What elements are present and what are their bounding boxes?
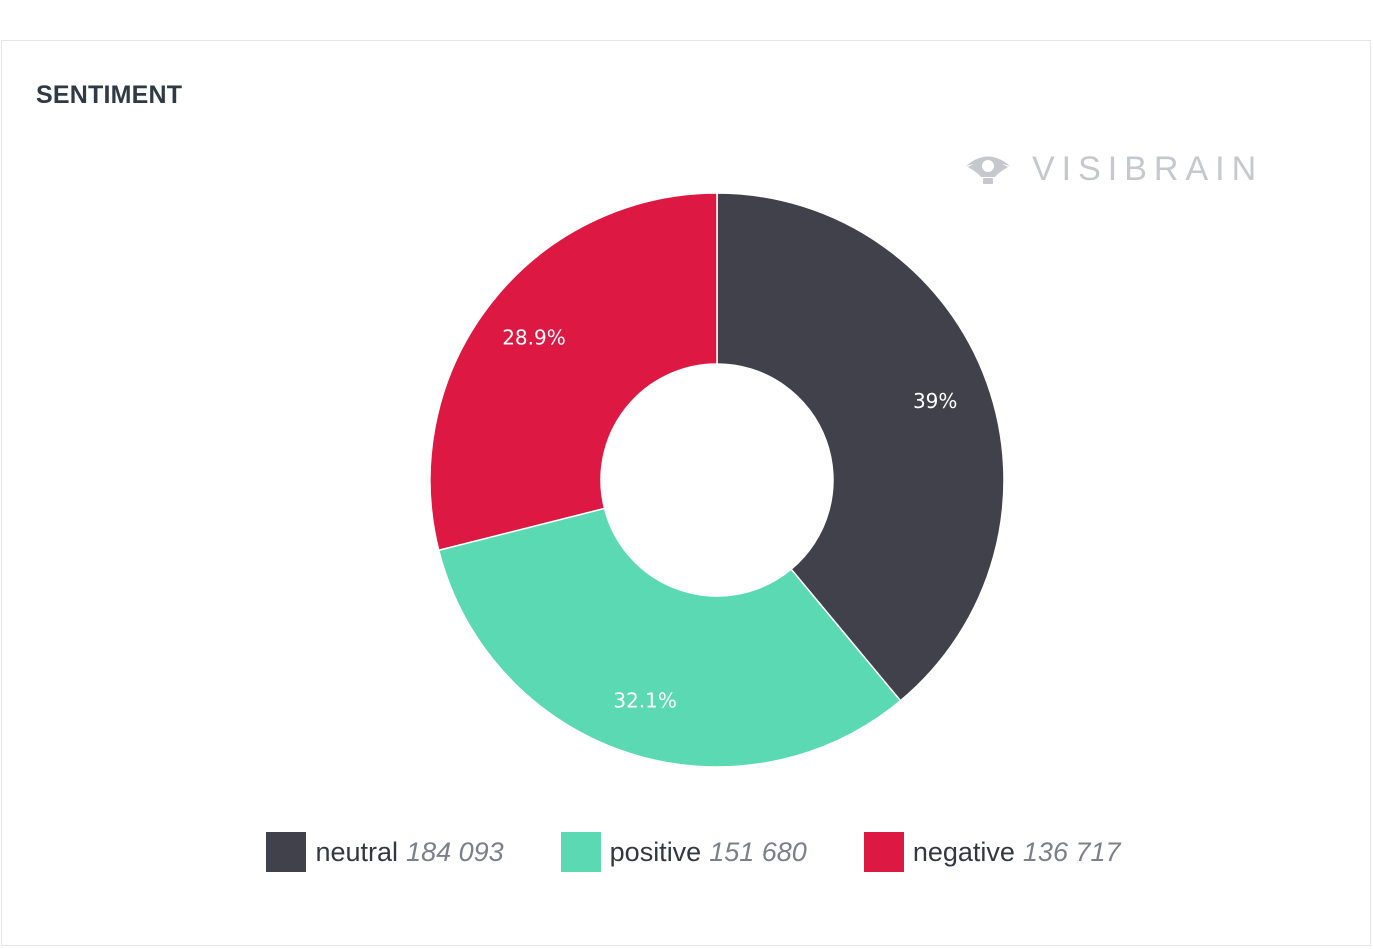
eye-icon [966, 156, 1010, 184]
legend-item-neutral[interactable]: neutral 184 093 [249, 832, 504, 872]
legend-value-negative: 136 717 [1022, 836, 1121, 867]
legend-label-negative: negative [912, 836, 1015, 867]
card-title: SENTIMENT [36, 81, 183, 109]
legend-item-negative[interactable]: negative 136 717 [847, 832, 1121, 872]
donut-slice-positive[interactable] [437, 507, 902, 768]
legend-value-positive: 151 680 [709, 836, 807, 867]
legend-value-neutral: 184 093 [406, 836, 504, 867]
sentiment-card: SENTIMENT VISIBRAIN [1, 40, 1371, 946]
legend-swatch-positive [560, 832, 601, 872]
legend-swatch-negative [863, 832, 904, 872]
legend-swatch-neutral [266, 832, 307, 872]
slice-label-positive: 32.1% [613, 689, 677, 713]
donut-slice-neutral[interactable] [716, 192, 1005, 702]
donut-slice-negative[interactable] [429, 192, 718, 552]
legend-label-positive: positive [609, 836, 702, 867]
chart-legend: neutral 184 093 positive 151 680 negative 136… [0, 832, 1370, 872]
slice-label-negative: 28.9% [502, 325, 566, 349]
legend-label-neutral: neutral [315, 836, 399, 867]
slice-label-neutral: 39% [913, 389, 957, 413]
visibrain-watermark: VISIBRAIN [964, 149, 1263, 189]
legend-item-positive[interactable]: positive 151 680 [544, 832, 807, 872]
watermark-text: VISIBRAIN [1032, 149, 1264, 188]
